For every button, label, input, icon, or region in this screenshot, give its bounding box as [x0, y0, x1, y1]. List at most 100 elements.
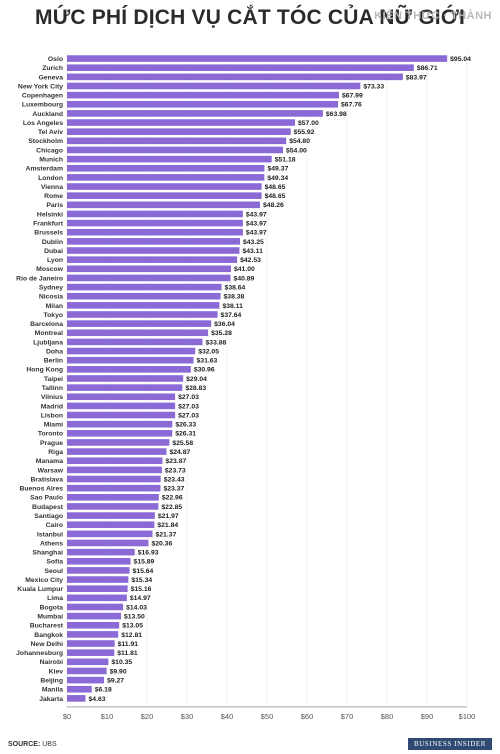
category-label: Cairo [46, 522, 63, 529]
category-label: Paris [46, 202, 63, 209]
bar [67, 91, 339, 99]
category-label: Barcelona [30, 321, 63, 328]
bar [67, 219, 243, 227]
data-label: $48.65 [265, 184, 286, 191]
data-label: $43.97 [246, 211, 267, 218]
data-label: $4.63 [89, 696, 106, 703]
category-label: Lima [47, 595, 63, 602]
category-label: Mumbai [37, 614, 63, 621]
x-tick-label: $80 [381, 712, 394, 721]
chart-title: MỨC PHÍ DỊCH VỤ CẮT TÓC CỦA NỮ GIỚI [35, 6, 465, 29]
data-label: $20.36 [151, 540, 172, 547]
category-label: Luxembourg [22, 102, 63, 109]
bar [67, 439, 170, 446]
category-label: Montreal [35, 330, 63, 337]
data-label: $49.37 [267, 166, 288, 173]
bar [67, 311, 218, 318]
bar [67, 375, 184, 382]
category-label: Sao Paulo [30, 495, 63, 502]
bar [67, 676, 105, 684]
data-label: $55.92 [294, 129, 315, 136]
category-label: Geneva [38, 74, 63, 81]
category-label: Madrid [41, 403, 63, 410]
category-label: New Delhi [31, 641, 64, 648]
data-label: $15.89 [134, 559, 155, 566]
bar [67, 329, 209, 337]
data-label: $86.71 [417, 65, 438, 72]
data-label: $49.34 [267, 175, 288, 182]
category-label: Tel Aviv [38, 129, 63, 136]
category-label: Tallinn [42, 385, 63, 392]
x-tick-label: $40 [221, 712, 234, 721]
data-label: $11.81 [117, 650, 138, 657]
bar [67, 503, 159, 510]
bar [67, 557, 131, 565]
data-label: $10.35 [111, 659, 132, 666]
bar [67, 603, 124, 611]
category-label: Istanbul [37, 531, 63, 538]
x-tick-label: $10 [101, 712, 114, 721]
bar [67, 466, 162, 474]
category-label: Johannesburg [16, 650, 63, 657]
bar [67, 192, 262, 199]
category-label: Ljubljana [33, 339, 63, 346]
category-label: Nairobi [40, 659, 64, 666]
bar [67, 585, 128, 592]
data-label: $29.04 [186, 376, 207, 383]
data-label: $48.65 [265, 193, 286, 200]
category-label: Buenos Aires [19, 486, 63, 493]
bar [67, 649, 115, 656]
category-label: Prague [40, 440, 63, 447]
category-label: Kiev [49, 668, 64, 675]
bar [67, 475, 161, 483]
data-label: $13.05 [122, 623, 143, 630]
data-label: $41.00 [234, 266, 255, 273]
bar [67, 631, 119, 638]
data-label: $42.53 [240, 257, 261, 264]
watermark: KIẾN THỨC · THÀNH [374, 10, 492, 22]
bar [67, 183, 262, 190]
category-label: Moscow [36, 266, 64, 273]
category-label: Tokyo [43, 312, 63, 319]
x-tick-label: $30 [181, 712, 194, 721]
data-label: $35.28 [211, 330, 232, 337]
bar [67, 576, 129, 583]
data-label: $15.16 [131, 586, 152, 593]
category-label: Vienna [41, 184, 63, 191]
source-label: SOURCE: [8, 741, 41, 748]
data-label: $24.87 [169, 449, 190, 456]
data-label: $43.97 [246, 230, 267, 237]
data-label: $13.50 [124, 614, 145, 621]
category-label: Jakarta [39, 696, 63, 703]
data-label: $38.11 [222, 303, 243, 310]
data-label: $27.03 [178, 412, 199, 419]
bar [67, 640, 115, 647]
x-tick-label: $60 [301, 712, 314, 721]
bar [67, 393, 176, 401]
data-label: $54.00 [286, 147, 307, 154]
category-label: Seoul [44, 568, 63, 575]
category-label: Frankfurt [33, 220, 64, 227]
data-label: $67.76 [341, 102, 362, 109]
data-label: $30.96 [194, 367, 215, 374]
source-value: UBS [42, 741, 57, 748]
category-label: Taipei [44, 376, 63, 383]
data-label: $9.27 [107, 677, 124, 684]
bar [67, 384, 183, 391]
category-label: Brussels [34, 230, 63, 237]
data-label: $22.85 [161, 504, 182, 511]
data-label: $37.64 [221, 312, 242, 319]
category-label: Stockholm [28, 138, 63, 145]
data-label: $27.03 [178, 403, 199, 410]
category-label: Manila [42, 687, 63, 694]
bar [67, 512, 155, 519]
bar [67, 73, 403, 81]
bar [67, 320, 212, 327]
bar [67, 100, 339, 108]
bar [67, 265, 231, 273]
data-label: $11.91 [118, 641, 139, 648]
category-label: Sofia [46, 559, 63, 566]
bar [67, 530, 153, 538]
data-label: $43.11 [242, 248, 263, 255]
